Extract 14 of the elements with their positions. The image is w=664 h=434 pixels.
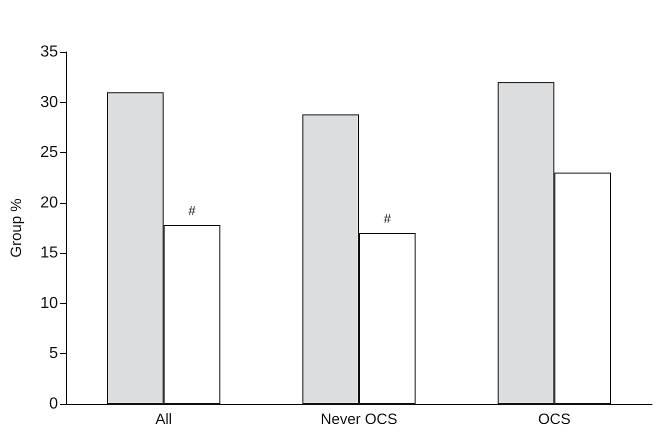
y-tick-label: 35	[40, 44, 58, 60]
annotation: #	[188, 202, 196, 218]
y-axis-title: Group %	[8, 198, 25, 258]
y-tick-label: 0	[49, 396, 58, 412]
y-tick-label: 25	[40, 144, 58, 162]
y-tick-label: 5	[49, 345, 58, 362]
y-tick-label: 30	[40, 94, 58, 111]
x-tick-label: All	[155, 411, 172, 428]
y-tick-label: 20	[40, 194, 58, 212]
annotation: #	[384, 211, 392, 226]
x-tick-label: Never OCS	[320, 411, 398, 428]
x-tick-label: OCS	[538, 411, 571, 428]
y-tick-label: 10	[40, 294, 58, 312]
y-tick-label: 15	[40, 244, 58, 262]
